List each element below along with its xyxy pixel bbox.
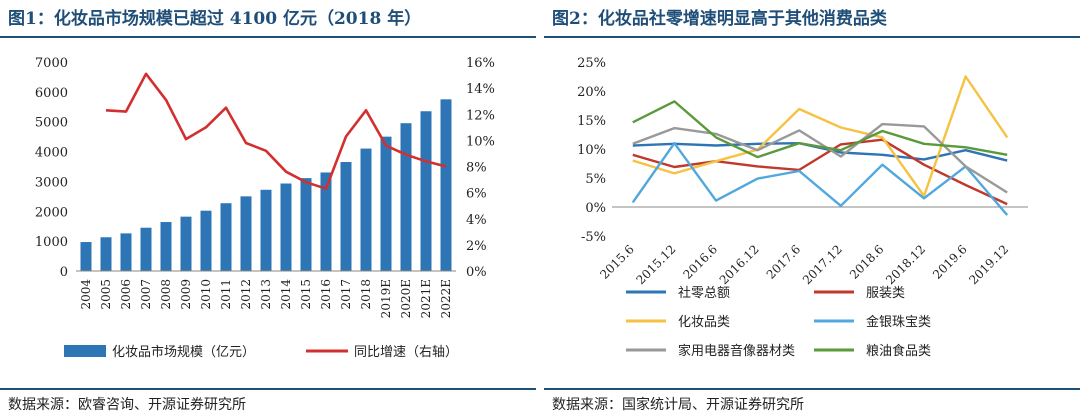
x-tick-label: 2016.6 bbox=[681, 242, 721, 282]
y-left-tick-label: 5000 bbox=[35, 116, 68, 131]
x-tick-label: 2019.12 bbox=[966, 242, 1011, 287]
x-tick-label: 2017 bbox=[339, 279, 353, 310]
y-right-tick-label: 12% bbox=[466, 108, 495, 123]
y-left-tick-label: 2000 bbox=[35, 205, 68, 220]
bar bbox=[260, 189, 272, 271]
x-tick-label: 2016.12 bbox=[717, 242, 762, 287]
title-rule bbox=[0, 36, 536, 38]
bar bbox=[140, 227, 152, 271]
bar bbox=[440, 99, 452, 271]
bar bbox=[380, 136, 392, 271]
series-line bbox=[632, 75, 1009, 198]
chart-source: 数据来源：国家统计局、开源证券研究所 bbox=[552, 397, 804, 413]
bar bbox=[180, 216, 192, 271]
y-tick-label: 25% bbox=[577, 56, 606, 71]
legend-label: 化妆品市场规模（亿元） bbox=[112, 344, 255, 360]
x-tick-label: 2019E bbox=[379, 279, 393, 318]
y-right-tick-label: 2% bbox=[466, 239, 487, 254]
y-left-tick-label: 6000 bbox=[35, 86, 68, 101]
y-right-tick-label: 10% bbox=[466, 134, 495, 149]
x-tick-label: 2018.12 bbox=[883, 242, 928, 287]
x-tick-label: 2019.6 bbox=[930, 242, 970, 282]
x-tick-label: 2005 bbox=[99, 279, 113, 310]
bar bbox=[160, 222, 172, 271]
bar bbox=[80, 242, 92, 271]
y-tick-label: 0% bbox=[585, 201, 606, 216]
x-tick-label: 2018 bbox=[359, 279, 373, 310]
x-tick-label: 2018.6 bbox=[847, 242, 887, 282]
x-tick-label: 2004 bbox=[79, 279, 93, 310]
legend-label: 化妆品类 bbox=[678, 315, 730, 330]
title-rule bbox=[544, 36, 1080, 38]
legend-label: 服装类 bbox=[866, 286, 905, 301]
source-rule bbox=[0, 388, 536, 390]
y-left-tick-label: 3000 bbox=[35, 175, 68, 190]
bar bbox=[300, 178, 312, 271]
series-line bbox=[631, 142, 1009, 216]
bar bbox=[280, 183, 292, 271]
chart-source: 数据来源：欧睿咨询、开源证券研究所 bbox=[8, 397, 246, 413]
legend-label: 社零总额 bbox=[678, 285, 730, 301]
chart-title: 图2：化妆品社零增速明显高于其他消费品类 bbox=[552, 9, 887, 29]
bar bbox=[400, 123, 412, 271]
source-rule bbox=[544, 388, 1080, 390]
bar bbox=[200, 210, 212, 271]
bar bbox=[360, 148, 372, 271]
y-right-tick-label: 0% bbox=[466, 265, 487, 280]
x-tick-label: 2012 bbox=[239, 279, 253, 310]
legend-label: 金银珠宝类 bbox=[866, 314, 931, 330]
x-tick-label: 2021E bbox=[419, 279, 433, 318]
x-tick-label: 2008 bbox=[159, 279, 173, 310]
y-tick-label: -5% bbox=[581, 230, 606, 245]
y-right-tick-label: 14% bbox=[466, 82, 495, 97]
bar bbox=[220, 203, 232, 271]
bar bbox=[340, 162, 352, 271]
x-tick-label: 2017.12 bbox=[800, 242, 845, 287]
chart-title: 图1：化妆品市场规模已超过 4100 亿元（2018 年） bbox=[8, 9, 422, 29]
legend-swatch bbox=[64, 345, 106, 357]
chart-panel-right: 图2：化妆品社零增速明显高于其他消费品类 -5% 0% 5% 10% 15% 20% 25%… bbox=[544, 0, 1080, 420]
y-right-tick-label: 8% bbox=[466, 161, 487, 176]
series-line bbox=[105, 72, 447, 190]
legend-label: 家用电器音像器材类 bbox=[678, 343, 795, 359]
x-tick-label: 2010 bbox=[199, 279, 213, 310]
series-line bbox=[632, 100, 1008, 159]
bar bbox=[320, 172, 332, 271]
legend-label: 同比增速（右轴） bbox=[354, 345, 458, 360]
x-tick-label: 2015 bbox=[299, 279, 313, 310]
y-right-tick-label: 6% bbox=[466, 187, 487, 202]
y-right-tick-label: 4% bbox=[466, 213, 487, 228]
y-left-tick-label: 4000 bbox=[35, 146, 68, 161]
x-tick-label: 2007 bbox=[139, 279, 153, 310]
bar bbox=[120, 233, 132, 271]
x-tick-label: 2016 bbox=[319, 279, 333, 310]
y-tick-label: 20% bbox=[577, 85, 606, 100]
y-left-tick-label: 1000 bbox=[35, 235, 68, 250]
y-left-tick-label: 0 bbox=[60, 265, 68, 280]
x-tick-label: 2014 bbox=[279, 279, 293, 310]
x-tick-label: 2022E bbox=[439, 279, 453, 318]
x-tick-label: 2009 bbox=[179, 279, 193, 310]
legend-label: 粮油食品类 bbox=[866, 343, 931, 359]
x-tick-label: 2015.12 bbox=[634, 242, 679, 287]
y-tick-label: 10% bbox=[577, 143, 606, 158]
bar bbox=[240, 196, 252, 271]
x-tick-label: 2006 bbox=[119, 279, 133, 310]
y-right-tick-label: 16% bbox=[466, 56, 495, 71]
market-size-chart: 0 1000 2000 3000 4000 5000 6000 7000 0% 2% 4% 6% 8% 1… bbox=[35, 56, 495, 360]
x-tick-label: 2013 bbox=[259, 279, 273, 310]
x-tick-label: 2017.6 bbox=[764, 242, 804, 282]
x-tick-label: 2011 bbox=[219, 279, 233, 310]
x-tick-label: 2020E bbox=[399, 279, 413, 318]
bar bbox=[420, 111, 432, 271]
bar bbox=[100, 237, 112, 271]
chart-panel-left: 图1：化妆品市场规模已超过 4100 亿元（2018 年） 0 1000 2000 3… bbox=[0, 0, 536, 420]
y-tick-label: 15% bbox=[577, 114, 606, 129]
x-tick-label: 2015.6 bbox=[597, 242, 637, 282]
y-tick-label: 5% bbox=[585, 172, 606, 187]
series-line bbox=[632, 138, 1008, 206]
y-left-tick-label: 7000 bbox=[35, 56, 68, 71]
